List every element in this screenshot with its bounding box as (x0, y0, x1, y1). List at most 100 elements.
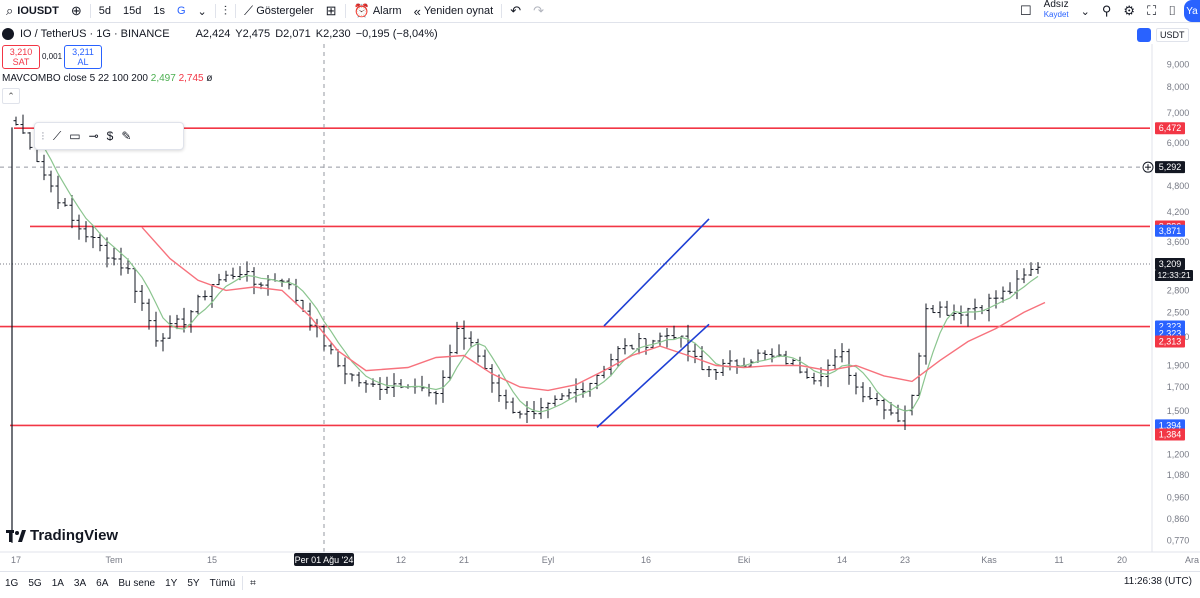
symbol-search[interactable]: ⌕ IOUSDT (0, 0, 65, 22)
price-axis: 9,000 8,000 7,000 6,000 4,800 4,200 3,600 2,800… (1151, 44, 1190, 552)
trend-line (596, 323, 710, 428)
replay-icon: « (413, 3, 421, 19)
horizontal-levels (0, 127, 1150, 427)
gear-icon: ⚙ (1123, 3, 1136, 18)
y-tick-label: 9,000 (1167, 59, 1190, 69)
snapshot-button[interactable]: ⌷ (1162, 0, 1182, 22)
utc-clock[interactable]: 11:26:38 (UTC) (1123, 576, 1192, 587)
comment-tool-icon[interactable]: ▭ (69, 129, 81, 143)
indicators-label: Göstergeler (256, 5, 314, 17)
chevron-down-icon: ⌄ (1080, 5, 1090, 18)
price-badge-label: 2,313 (1159, 337, 1182, 347)
quick-search-button[interactable]: ⚲ (1096, 0, 1118, 22)
compare-button[interactable]: ⊕ (65, 0, 88, 22)
x-tick-label: Ara (1185, 555, 1199, 565)
brush-tool-icon[interactable]: ✎ (121, 129, 132, 143)
spread-value: 0,001 (42, 52, 63, 61)
price-badge-label: 5,292 (1159, 162, 1182, 172)
settings-button[interactable]: ⚙ (1117, 0, 1141, 22)
x-tick-label: 23 (900, 555, 910, 565)
price-badge (1155, 335, 1185, 348)
interval-5d[interactable]: 5d (98, 5, 111, 17)
horizontal-ray-icon[interactable]: ⊸ (88, 129, 99, 143)
range-1y[interactable]: 1Y (165, 577, 178, 589)
divider (214, 4, 216, 18)
range-all[interactable]: Tümü (209, 577, 236, 589)
interval-1g[interactable]: G (176, 5, 186, 17)
tradingview-logo: TradingView (6, 527, 118, 544)
layouts-button[interactable]: ⊞ (320, 0, 343, 22)
alarm-button[interactable]: ⏰ Alarm (348, 0, 408, 22)
slow-ma-line (141, 226, 1046, 392)
y-tick-label: 4,800 (1167, 181, 1190, 191)
x-tick-label: Eyl (542, 555, 555, 565)
buy-price: 3,211 (72, 47, 94, 57)
y-tick-label: 6,000 (1167, 138, 1190, 148)
undo-button[interactable]: ↶ (504, 0, 527, 22)
bottom-toolbar: 1G 5G 1A 3A 6A Bu sene 1Y 5Y Tümü ⌗ (0, 571, 1200, 594)
interval-15d[interactable]: 15d (123, 5, 142, 17)
save-layout-button[interactable]: Adsız Kaydet (1038, 0, 1075, 22)
range-1a[interactable]: 1A (51, 577, 64, 589)
ma-extra: ø (206, 73, 213, 84)
layout-menu-button[interactable]: ⌄ (1075, 0, 1096, 22)
layout-square-button[interactable]: ☐ (1014, 0, 1038, 22)
alarm-label: Alarm (372, 5, 402, 17)
trend-line (603, 218, 710, 327)
redo-button[interactable]: ↷ (527, 0, 550, 22)
price-badge (1155, 428, 1185, 441)
price-badge-label: 6,472 (1159, 123, 1182, 133)
price-label-tool-icon[interactable]: $ (106, 129, 114, 143)
drag-handle-icon[interactable]: ⁝ (41, 129, 45, 143)
x-tick-label: 11 (1054, 555, 1063, 565)
countdown-badge (1155, 270, 1193, 282)
date-range-icon[interactable]: ⌗ (250, 577, 256, 589)
range-ytd[interactable]: Bu sene (118, 577, 156, 589)
range-1g[interactable]: 1G (5, 577, 19, 589)
range-5y[interactable]: 5Y (187, 577, 200, 589)
legend-title[interactable]: IO / TetherUS · 1G · BINANCE (20, 28, 170, 40)
price-badge-label: 3,871 (1159, 226, 1182, 236)
redo-icon: ↷ (533, 3, 544, 18)
y-tick-label: 4,200 (1167, 207, 1190, 217)
x-tick-label: 17 (11, 555, 21, 565)
buy-label: AL (77, 57, 89, 67)
sell-price: 3,210 (9, 47, 33, 57)
y-tick-label: 1,080 (1167, 470, 1190, 480)
x-tick-label: 12 (396, 555, 406, 565)
alarm-icon: ⏰ (353, 3, 370, 18)
chart-legend: IO / TetherUS · 1G · BINANCE A2,424 Y2,4… (2, 28, 440, 40)
io-logo-icon (2, 28, 14, 40)
publish-button[interactable]: Ya (1184, 0, 1200, 22)
interval-1s[interactable]: 1s (153, 5, 165, 17)
ohlc-high: Y2,475 (235, 28, 271, 40)
scale-toggle-button[interactable] (1137, 28, 1151, 42)
x-tick-label: 14 (837, 555, 847, 565)
x-tick-label: Eki (738, 555, 751, 565)
x-tick-label: 21 (459, 555, 469, 565)
sell-button[interactable]: 3,210 SAT (2, 45, 40, 69)
interval-dropdown[interactable]: ⌄ (192, 0, 213, 22)
chart-type-button[interactable]: ⫶ (218, 0, 233, 22)
divider (235, 4, 237, 18)
tradingview-mark-icon (6, 529, 26, 542)
replay-button[interactable]: « Yeniden oynat (408, 0, 500, 22)
indicators-button[interactable]: ⟋ Göstergeler (238, 0, 320, 22)
buy-button[interactable]: 3,211 AL (64, 45, 102, 69)
collapse-legend-button[interactable]: ⌃ (2, 88, 20, 104)
replay-label: Yeniden oynat (423, 5, 494, 17)
range-6a[interactable]: 6A (96, 577, 109, 589)
currency-selector[interactable]: USDT (1156, 28, 1189, 42)
indicator-legend[interactable]: MAVCOMBO close 5 22 100 200 2,497 2,745 … (2, 73, 213, 84)
range-3a[interactable]: 3A (73, 577, 87, 589)
trendline-tool-icon[interactable]: ⟋ (52, 128, 62, 143)
fullscreen-button[interactable]: ⛶ (1141, 0, 1162, 22)
x-tick-label: 15 (207, 555, 217, 565)
moving-averages (43, 147, 1046, 413)
y-tick-label: 0,960 (1167, 493, 1190, 503)
undo-icon: ↶ (510, 3, 522, 18)
range-5g[interactable]: 5G (28, 577, 42, 589)
fast-ma-line (43, 147, 1039, 413)
divider (344, 4, 346, 18)
